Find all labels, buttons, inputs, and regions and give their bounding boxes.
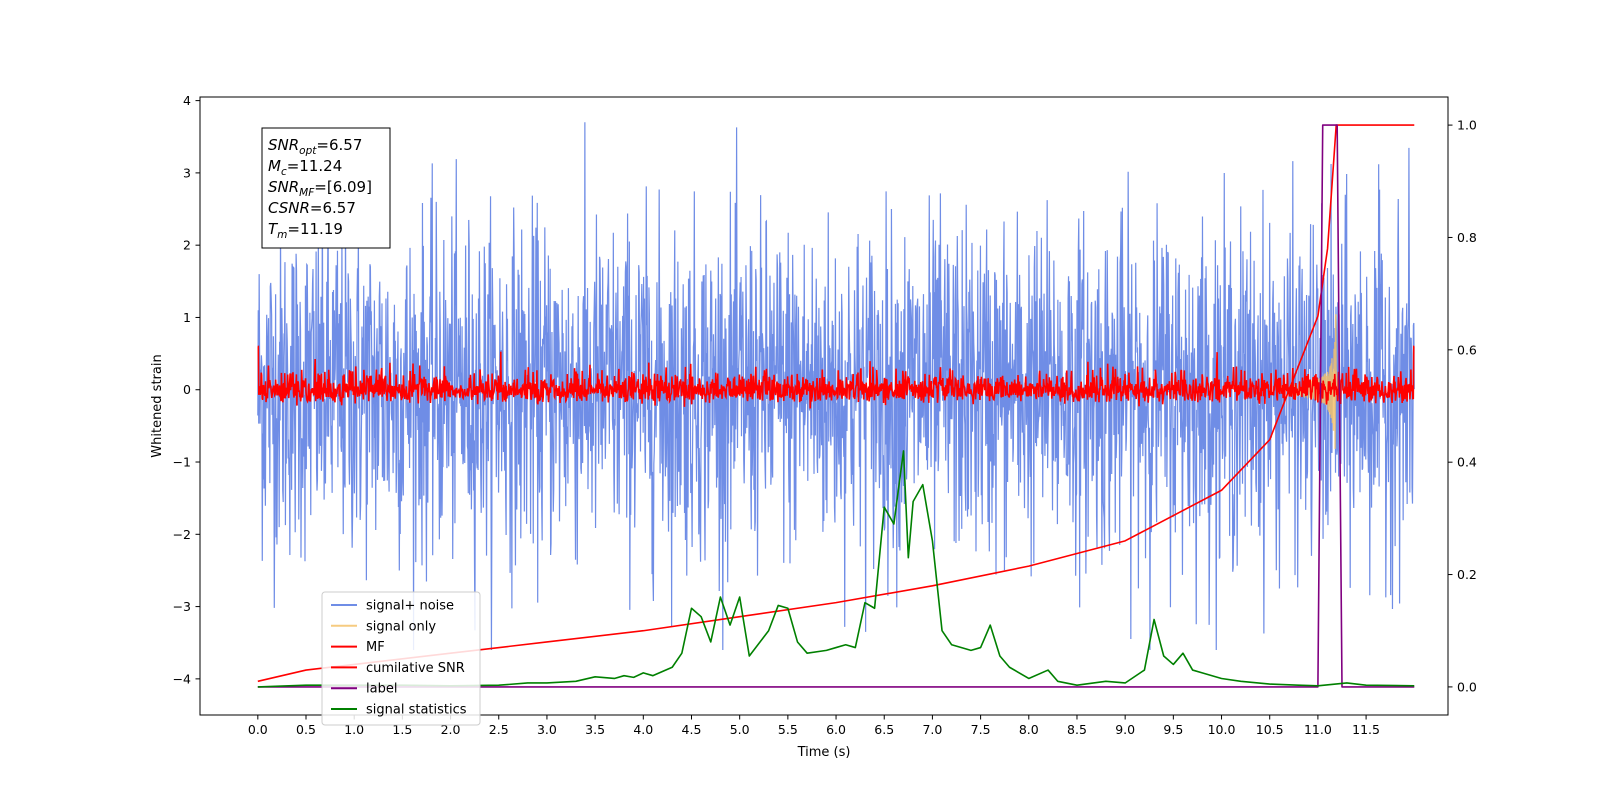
x-tick-label: 3.5 <box>585 722 605 737</box>
y2-tick-label: 0.6 <box>1457 342 1477 357</box>
plot-frame <box>199 96 1449 716</box>
info-box: SNRopt=6.57Mc=11.24SNRMF=[6.09]CSNR=6.57… <box>261 127 391 249</box>
y-tick-label: 1 <box>183 310 191 325</box>
info-box-frame <box>261 127 391 249</box>
y-tick-label: −1 <box>173 455 191 470</box>
y2-tick-label: 0.2 <box>1457 567 1477 582</box>
x-tick-label: 8.0 <box>1019 722 1039 737</box>
y-tick-label: −4 <box>173 671 191 686</box>
x-tick-label: 1.5 <box>392 722 412 737</box>
axes: 0.0 0.5 1.0 1.5 2.0 2.5 3.0 3.5 4.0 4.5 5.0 5.5 6.0 6… <box>173 93 1477 737</box>
x-tick-label: 5.5 <box>778 722 798 737</box>
x-axis-label: Time (s) <box>797 745 851 760</box>
y2-tick-label: 0.4 <box>1457 455 1477 470</box>
y-tick-label: −2 <box>173 527 191 542</box>
y-tick-label: 2 <box>183 238 191 253</box>
x-tick-label: 10.0 <box>1208 722 1236 737</box>
series-signal-noise <box>257 122 1415 650</box>
y-tick-label: 0 <box>183 382 191 397</box>
series-mf <box>257 345 1415 409</box>
info-box-line: SNRopt=6.57 <box>268 136 362 157</box>
info-box-line: Mc=11.24 <box>268 157 342 178</box>
x-tick-label: 9.0 <box>1115 722 1135 737</box>
x-tick-label: 3.0 <box>537 722 557 737</box>
legend-frame <box>321 591 481 726</box>
x-tick-label: 11.5 <box>1352 722 1380 737</box>
legend-label: cumilative SNR <box>366 661 465 676</box>
info-box-line: CSNR=6.57 <box>268 199 356 217</box>
info-box-line: Tm=11.19 <box>268 220 343 241</box>
y2-tick-label: 0.0 <box>1457 679 1477 694</box>
series-signal-statistics <box>257 450 1415 688</box>
series-label <box>257 124 1415 688</box>
legend-label: label <box>366 682 397 697</box>
y2-tick-label: 0.8 <box>1457 230 1477 245</box>
x-tick-label: 2.5 <box>489 722 509 737</box>
x-tick-label: 0.5 <box>296 722 316 737</box>
info-box-line: SNRMF=[6.09] <box>268 178 372 199</box>
legend-label: signal only <box>366 619 436 634</box>
x-tick-label: 7.0 <box>922 722 942 737</box>
y-tick-label: 3 <box>183 165 191 180</box>
legend: signal+ noise signal only MF cumilative SNR… <box>321 591 481 726</box>
y-tick-label: −3 <box>173 599 191 614</box>
x-tick-label: 9.5 <box>1163 722 1183 737</box>
x-tick-label: 11.0 <box>1304 722 1332 737</box>
x-tick-label: 4.5 <box>682 722 702 737</box>
x-tick-label: 0.0 <box>248 722 268 737</box>
y-axis-label: Whitened strain <box>150 354 165 457</box>
x-tick-label: 1.0 <box>344 722 364 737</box>
x-tick-label: 2.0 <box>441 722 461 737</box>
x-tick-label: 10.5 <box>1256 722 1284 737</box>
legend-label: MF <box>366 640 385 655</box>
x-tick-label: 4.0 <box>633 722 653 737</box>
x-tick-label: 7.5 <box>971 722 991 737</box>
x-tick-label: 8.5 <box>1067 722 1087 737</box>
y-tick-label: 4 <box>183 93 191 108</box>
x-tick-label: 5.0 <box>730 722 750 737</box>
x-tick-label: 6.5 <box>874 722 894 737</box>
y2-tick-label: 1.0 <box>1457 118 1477 133</box>
x-tick-label: 6.0 <box>826 722 846 737</box>
legend-label: signal+ noise <box>366 599 454 614</box>
legend-label: signal statistics <box>366 703 467 718</box>
